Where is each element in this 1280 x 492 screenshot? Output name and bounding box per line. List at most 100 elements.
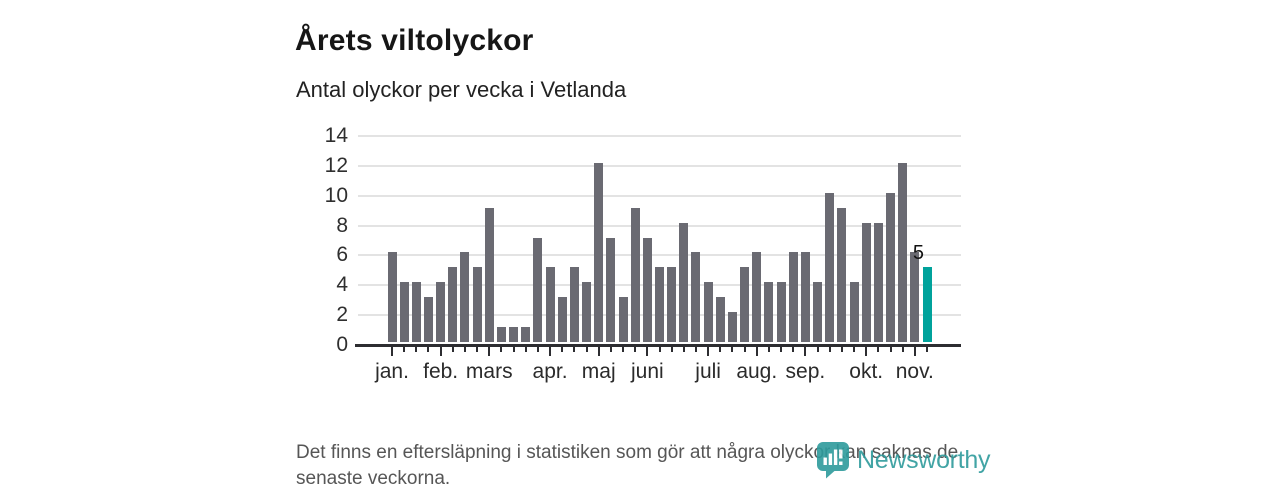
bar-week-5 bbox=[436, 282, 446, 342]
x-axis-minor-tick bbox=[877, 347, 880, 352]
highlighted-bar-value-label: 5 bbox=[912, 242, 924, 265]
x-axis-major-tick bbox=[391, 347, 393, 356]
x-axis-label-juni: juni bbox=[630, 360, 664, 383]
chart-subtitle: Antal olyckor per vecka i Vetlanda bbox=[296, 77, 627, 102]
gridline bbox=[358, 194, 961, 197]
x-axis-major-tick bbox=[597, 347, 600, 356]
y-axis-label: 2 bbox=[336, 303, 348, 327]
y-axis-label: 12 bbox=[324, 153, 348, 177]
x-axis-minor-tick bbox=[853, 347, 856, 352]
y-axis-label: 0 bbox=[336, 333, 348, 356]
x-axis-major-tick bbox=[549, 347, 552, 356]
bar-week-10 bbox=[496, 327, 506, 342]
x-axis-minor-tick bbox=[780, 347, 783, 352]
x-axis-minor-tick bbox=[524, 347, 527, 352]
x-axis-label-okt: okt. bbox=[849, 360, 884, 383]
bar-week-8 bbox=[472, 267, 482, 342]
bar-week-28 bbox=[715, 297, 725, 342]
x-axis-minor-tick bbox=[694, 347, 697, 352]
x-axis-minor-tick bbox=[476, 347, 479, 352]
gridline bbox=[358, 135, 961, 137]
bar-week-22 bbox=[642, 237, 652, 342]
x-axis-minor-tick bbox=[403, 347, 406, 352]
bar-week-27 bbox=[703, 282, 713, 342]
x-axis-minor-tick bbox=[682, 347, 685, 352]
x-axis-minor-tick bbox=[731, 347, 734, 352]
x-axis-line bbox=[355, 344, 961, 347]
gridline bbox=[358, 224, 961, 227]
x-axis-label-feb: feb. bbox=[423, 360, 459, 383]
gridline bbox=[358, 164, 961, 167]
gridline bbox=[358, 254, 961, 257]
y-axis-label: 4 bbox=[336, 273, 348, 297]
x-axis-major-tick bbox=[488, 347, 491, 356]
x-axis-major-tick bbox=[804, 347, 807, 356]
x-axis-label-aug: aug. bbox=[736, 360, 778, 383]
bar-week-29 bbox=[727, 312, 737, 342]
x-axis-minor-tick bbox=[743, 347, 746, 352]
bar-week-26 bbox=[691, 252, 701, 342]
x-axis-minor-tick bbox=[792, 347, 795, 352]
bar-week-21 bbox=[630, 207, 640, 342]
x-axis-minor-tick bbox=[512, 347, 515, 352]
bar-week-4 bbox=[423, 297, 433, 342]
newsworthy-logo: Newsworthy bbox=[816, 441, 990, 479]
x-axis-minor-tick bbox=[561, 347, 564, 352]
x-axis-minor-tick bbox=[901, 347, 904, 352]
bar-week-38 bbox=[837, 207, 847, 342]
footnote-line-1: Det finns en eftersläpning i statistiken… bbox=[296, 442, 959, 463]
bar-week-32 bbox=[764, 282, 774, 342]
x-axis-label-apr: apr. bbox=[532, 360, 568, 383]
bar-chart-plot-area: 0 2 4 6 8 10 12 14 jan. feb. mars apr. maj juni juli au… bbox=[325, 125, 961, 383]
bar-week-19 bbox=[606, 237, 616, 342]
bar-week-39 bbox=[849, 282, 859, 342]
x-axis-minor-tick bbox=[463, 347, 466, 352]
y-axis-label: 10 bbox=[324, 183, 348, 207]
x-axis-minor-tick bbox=[816, 347, 819, 352]
x-axis-minor-tick bbox=[622, 347, 625, 352]
x-axis-minor-tick bbox=[767, 347, 770, 352]
x-axis-label-juli: juli bbox=[695, 360, 721, 383]
x-axis-label-mars: mars bbox=[465, 360, 513, 383]
bar-week-44 bbox=[910, 252, 920, 342]
y-axis-label: 8 bbox=[336, 213, 348, 237]
x-axis-minor-tick bbox=[634, 347, 637, 352]
x-axis-minor-tick bbox=[609, 347, 612, 352]
bar-week-16 bbox=[569, 267, 579, 342]
bar-week-45-highlighted bbox=[922, 267, 932, 342]
bar-week-11 bbox=[509, 327, 519, 342]
bar-week-43 bbox=[898, 162, 908, 342]
x-axis-minor-tick bbox=[573, 347, 576, 352]
bar-week-41 bbox=[873, 222, 883, 342]
x-axis-major-tick bbox=[755, 347, 758, 356]
bar-week-25 bbox=[679, 222, 689, 342]
bar-week-33 bbox=[776, 282, 786, 342]
bar-week-12 bbox=[521, 327, 531, 342]
x-axis-minor-tick bbox=[415, 347, 418, 352]
bar-week-34 bbox=[788, 252, 798, 342]
x-axis-minor-tick bbox=[828, 347, 831, 352]
x-axis-minor-tick bbox=[840, 347, 843, 352]
newsworthy-wordmark: Newsworthy bbox=[857, 445, 991, 474]
x-axis-minor-tick bbox=[719, 347, 722, 352]
x-axis-label-jan: jan. bbox=[375, 360, 409, 383]
bar-week-36 bbox=[813, 282, 823, 342]
bar-week-31 bbox=[752, 252, 762, 342]
x-axis-minor-tick bbox=[500, 347, 503, 352]
y-axis-label: 14 bbox=[324, 124, 348, 147]
page-title: Årets viltolyckor bbox=[295, 24, 534, 58]
bar-week-15 bbox=[557, 297, 567, 342]
bar-week-17 bbox=[582, 282, 592, 342]
x-axis-minor-tick bbox=[658, 347, 661, 352]
bar-week-18 bbox=[594, 162, 604, 342]
x-axis-minor-tick bbox=[451, 347, 454, 352]
bar-week-6 bbox=[448, 267, 458, 342]
x-axis-minor-tick bbox=[889, 347, 892, 352]
bar-week-14 bbox=[545, 267, 555, 342]
x-axis-minor-tick bbox=[585, 347, 588, 352]
x-axis-major-tick bbox=[646, 347, 649, 356]
bar-week-2 bbox=[399, 282, 409, 342]
bar-week-37 bbox=[825, 192, 835, 342]
x-axis-label-nov: nov. bbox=[895, 360, 934, 383]
bar-week-9 bbox=[484, 207, 494, 342]
